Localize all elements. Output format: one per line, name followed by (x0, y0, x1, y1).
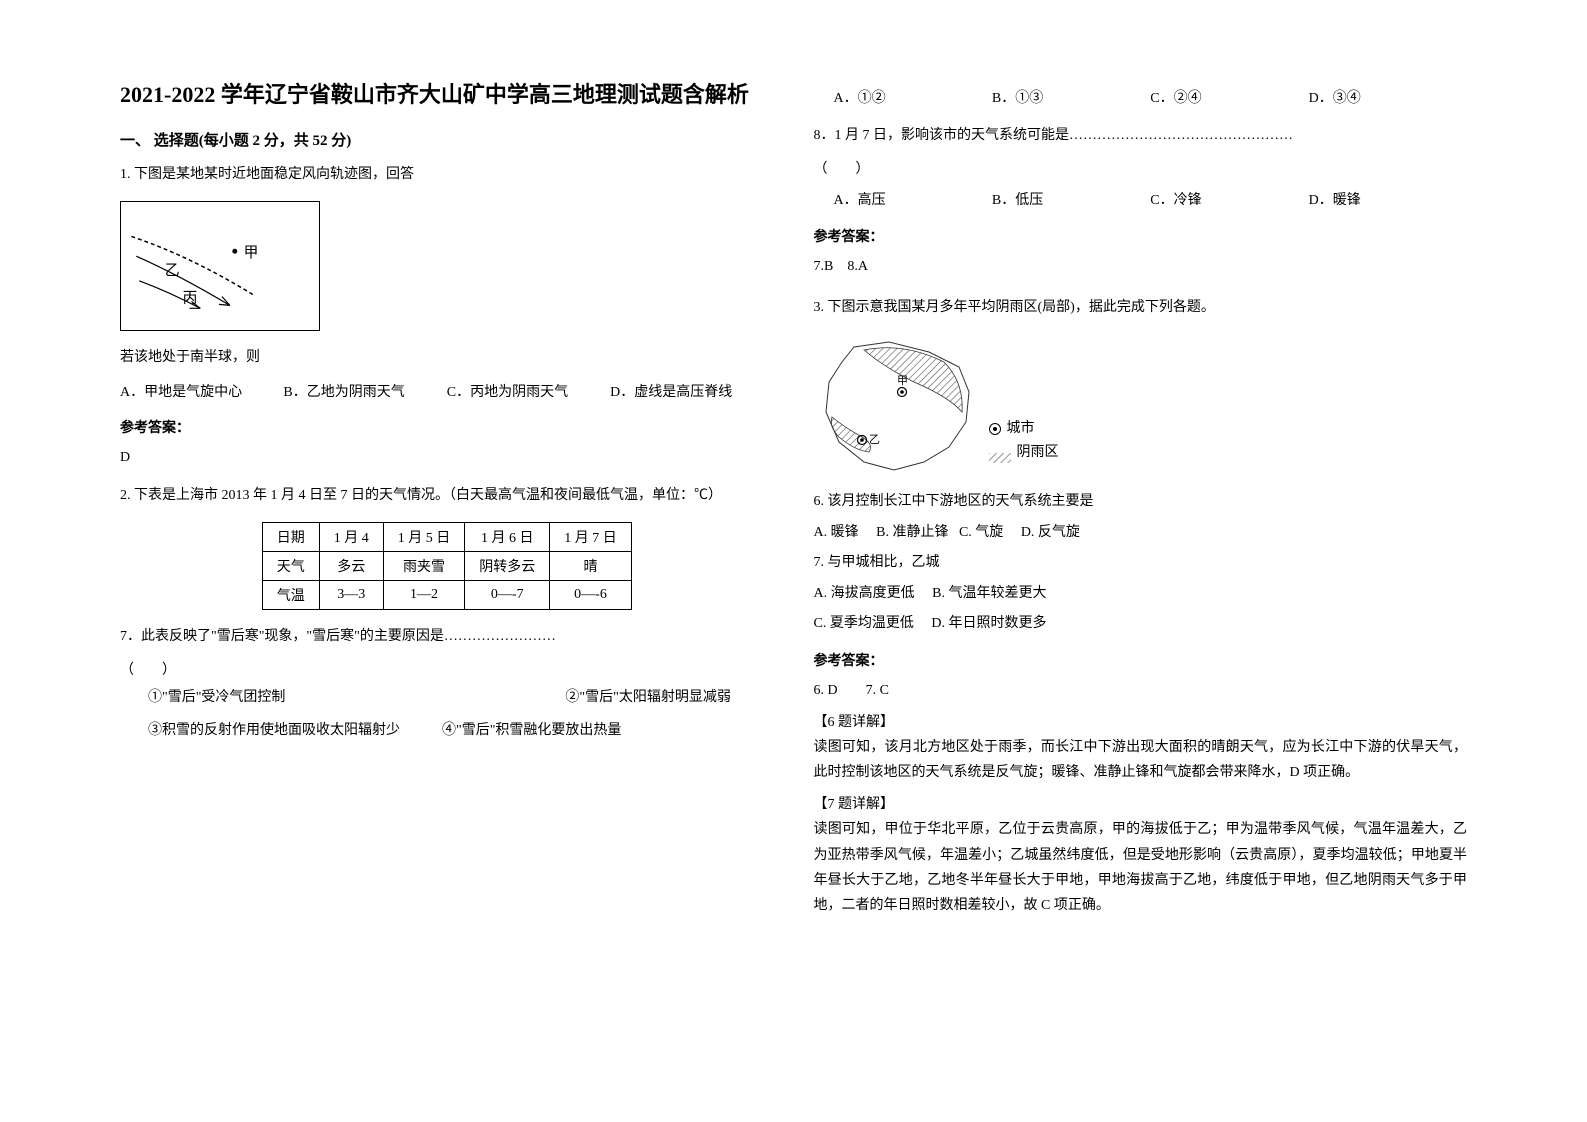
table-weather-row: 天气 多云 雨夹雪 阴转多云 晴 (262, 551, 631, 580)
q3-answer-label: 参考答案： (814, 650, 1468, 670)
right-column: A．①② B．①③ C．②④ D．③④ 8．1 月 7 日，影响该市的天气系统可… (794, 80, 1488, 1082)
q2-intro: 2. 下表是上海市 2013 年 1 月 4 日至 7 日的天气情况。（白天最高… (120, 483, 774, 508)
tw-3: 阴转多云 (465, 551, 550, 580)
svg-text:乙: 乙 (869, 433, 880, 446)
q1-options: A．甲地是气旋中心 B．乙地为阴雨天气 C．丙地为阴雨天气 D．虚线是高压脊线 (120, 380, 774, 405)
q2-q7-paren: （ ） (120, 659, 774, 679)
q1-answer: D (120, 445, 774, 470)
q2-q8-choices: A．高压 B．低压 C．冷锋 D．暖锋 (814, 188, 1468, 213)
legend-city-label: 城市 (1007, 417, 1035, 441)
q3-figure: 甲 乙 城市 阴雨区 (814, 332, 1468, 477)
q7c-c: C．②④ (1150, 86, 1308, 111)
th-d2: 1 月 5 日 (383, 522, 465, 551)
q1-figure: 甲 乙 丙 (120, 201, 320, 331)
weather-table: 日期 1 月 4 1 月 5 日 1 月 6 日 1 月 7 日 天气 多云 雨… (262, 522, 632, 610)
tt-4: 0—-6 (550, 580, 632, 609)
q7-b: B. 气温年较差更大 (932, 586, 1046, 601)
q2-q7-choices: A．①② B．①③ C．②④ D．③④ (814, 86, 1468, 111)
q3-detail7-header: 【7 题详解】 (814, 793, 1468, 813)
q8c-a: A．高压 (814, 188, 992, 213)
q8c-b: B．低压 (992, 188, 1150, 213)
q7c-b: B．①③ (992, 86, 1150, 111)
q3-text: 3. 下图示意我国某月多年平均阴雨区(局部)，据此完成下列各题。 (814, 295, 1468, 320)
legend-city: 城市 (989, 417, 1059, 441)
tt-label: 气温 (262, 580, 319, 609)
q3-q7-optsCD: C. 夏季均温更低 D. 年日照时数更多 (814, 611, 1468, 638)
q3-q6-text: 6. 该月控制长江中下游地区的天气系统主要是 (814, 489, 1468, 516)
map-legend: 城市 阴雨区 (989, 417, 1059, 465)
tt-2: 1—2 (383, 580, 465, 609)
q6-a: A. 暖锋 (814, 525, 859, 540)
q2-answer: 7.B 8.A (814, 254, 1468, 279)
q7c-a: A．①② (814, 86, 992, 111)
rain-icon (989, 448, 1011, 458)
legend-rain: 阴雨区 (989, 441, 1059, 465)
q2-q7-opts1: ①"雪后"受冷气团控制 ②"雪后"太阳辐射明显减弱 (120, 685, 774, 710)
q7-d: D. 年日照时数更多 (931, 616, 1046, 631)
q3-detail6-text: 读图可知，该月北方地区处于雨季，而长江中下游出现大面积的晴朗天气，应为长江中下游… (814, 735, 1468, 785)
city-icon (989, 423, 1001, 435)
q7-a: A. 海拔高度更低 (814, 586, 915, 601)
q1-opt-c: C．丙地为阴雨天气 (447, 380, 610, 405)
th-d3: 1 月 6 日 (465, 522, 550, 551)
svg-text:甲: 甲 (897, 375, 908, 387)
q6-b: B. 准静止锋 (876, 525, 948, 540)
tw-4: 晴 (550, 551, 632, 580)
section-header: 一、 选择题(每小题 2 分，共 52 分) (120, 129, 774, 150)
q3-q7-text: 7. 与甲城相比，乙城 (814, 550, 1468, 577)
th-date: 日期 (262, 522, 319, 551)
q1-opt-a: A．甲地是气旋中心 (120, 380, 283, 405)
label-yi: 乙 (165, 263, 180, 279)
tw-2: 雨夹雪 (383, 551, 465, 580)
th-d4: 1 月 7 日 (550, 522, 632, 551)
q1-opt-d: D．虚线是高压脊线 (610, 380, 773, 405)
q7-c: C. 夏季均温更低 (814, 616, 914, 631)
q3-answer: 6. D 7. C (814, 678, 1468, 703)
table-temp-row: 气温 3—3 1—2 0—-7 0—-6 (262, 580, 631, 609)
q2-q8-paren: （ ） (814, 158, 1468, 178)
q3-q6-opts: A. 暖锋 B. 准静止锋 C. 气旋 D. 反气旋 (814, 520, 1468, 547)
q1-opt-b: B．乙地为阴雨天气 (283, 380, 446, 405)
legend-rain-label: 阴雨区 (1017, 441, 1059, 465)
q2-q7-opts2: ③积雪的反射作用使地面吸收太阳辐射少 ④"雪后"积雪融化要放出热量 (120, 718, 774, 743)
q2-answer-label: 参考答案： (814, 226, 1468, 246)
tw-label: 天气 (262, 551, 319, 580)
left-column: 2021-2022 学年辽宁省鞍山市齐大山矿中学高三地理测试题含解析 一、 选择… (100, 80, 794, 1082)
q1-condition: 若该地处于南半球，则 (120, 345, 774, 370)
q2-q8-text: 8．1 月 7 日，影响该市的天气系统可能是………………………………………… (814, 123, 1468, 148)
page-title: 2021-2022 学年辽宁省鞍山市齐大山矿中学高三地理测试题含解析 (120, 80, 774, 111)
q1-answer-label: 参考答案： (120, 417, 774, 437)
table-header-row: 日期 1 月 4 1 月 5 日 1 月 6 日 1 月 7 日 (262, 522, 631, 551)
q2-q7-text: 7．此表反映了"雪后寒"现象，"雪后寒"的主要原因是…………………… (120, 624, 774, 649)
label-bing: 丙 (183, 290, 198, 306)
q3-detail6-header: 【6 题详解】 (814, 711, 1468, 731)
th-d1: 1 月 4 (319, 522, 383, 551)
q1-text: 1. 下图是某地某时近地面稳定风向轨迹图，回答 (120, 162, 774, 187)
q3-q7-optsAB: A. 海拔高度更低 B. 气温年较差更大 (814, 581, 1468, 608)
tw-1: 多云 (319, 551, 383, 580)
q6-c: C. 气旋 (959, 525, 1003, 540)
q8c-c: C．冷锋 (1150, 188, 1308, 213)
q8c-d: D．暖锋 (1309, 188, 1467, 213)
q6-d: D. 反气旋 (1021, 525, 1080, 540)
tt-1: 3—3 (319, 580, 383, 609)
label-jia: 甲 (244, 245, 259, 261)
q3-detail7-text: 读图可知，甲位于华北平原，乙位于云贵高原，甲的海拔低于乙；甲为温带季风气候，气温… (814, 817, 1468, 918)
q7c-d: D．③④ (1309, 86, 1467, 111)
tt-3: 0—-7 (465, 580, 550, 609)
